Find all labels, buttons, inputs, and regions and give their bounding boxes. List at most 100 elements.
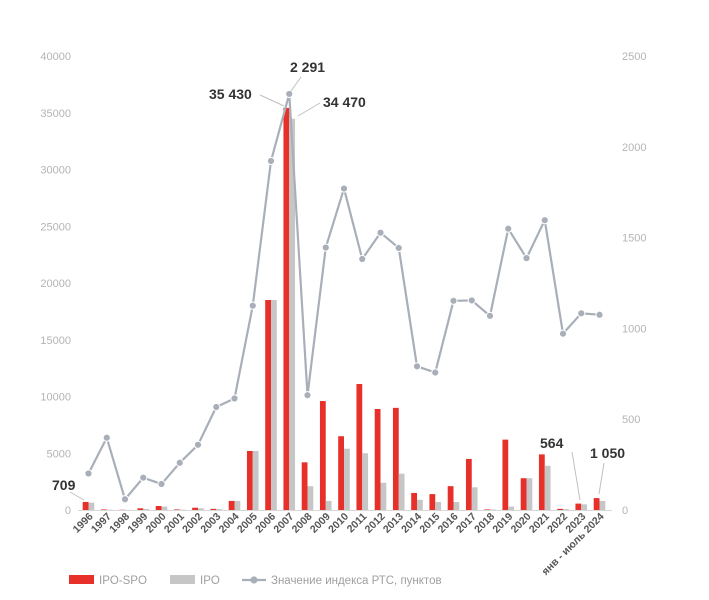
- bar-ipo-spo: [575, 503, 582, 510]
- rts-index-point: [394, 243, 403, 253]
- y2-tick-label: 2500: [622, 51, 646, 63]
- y-tick-label: 40000: [40, 51, 71, 63]
- bar-ipo-spo: [392, 407, 399, 510]
- bar-ipo: [271, 300, 277, 510]
- bar-ipo-spo: [520, 478, 527, 510]
- bar-ipo: [234, 500, 241, 510]
- bar-ipo: [161, 506, 168, 510]
- bar-ipo-spo: [192, 507, 198, 510]
- bar-ipo: [289, 118, 296, 510]
- rts-index-point: [339, 184, 349, 193]
- annotation-leader: [290, 76, 302, 92]
- rts-index-point: [540, 216, 549, 225]
- rts-index-point: [431, 368, 440, 377]
- data-label: 35 430: [209, 86, 252, 102]
- bar-ipo-spo: [173, 509, 180, 510]
- bar-ipo-spo: [356, 384, 363, 510]
- legend-label: IPO-SPO: [99, 575, 147, 587]
- bar-ipo: [344, 448, 350, 510]
- rts-index-point: [157, 479, 166, 489]
- rts-index-point: [102, 433, 111, 442]
- bar-ipo: [307, 486, 314, 510]
- bar-ipo-spo: [265, 300, 271, 510]
- bar-ipo-spo: [155, 506, 162, 510]
- bar-ipo: [198, 508, 204, 510]
- annotation-leader: [259, 94, 285, 107]
- annotation-leader: [571, 451, 581, 501]
- annotation-leader: [598, 462, 605, 495]
- y2-tick-label: 2000: [622, 142, 646, 154]
- bar-ipo: [325, 500, 332, 510]
- rts-index-point: [321, 243, 330, 252]
- bar-ipo-spo: [429, 494, 436, 510]
- rts-index-point: [412, 362, 422, 371]
- y-tick-label: 10000: [40, 392, 71, 404]
- bar-ipo-spo: [447, 486, 454, 510]
- rts-index-point: [358, 254, 367, 264]
- legend-label: Значение индекса РТС, пунктов: [271, 575, 442, 587]
- data-label: 1 050: [590, 445, 625, 461]
- rts-index-point: [376, 228, 385, 237]
- bar-ipo-spo: [319, 401, 326, 510]
- rts-index-point: [303, 391, 312, 400]
- data-label: 709: [52, 477, 76, 493]
- bar-ipo: [435, 502, 442, 510]
- rts-index-point: [175, 458, 184, 467]
- y2-tick-label: 0: [622, 505, 628, 517]
- rts-index-point: [120, 495, 130, 504]
- bar-ipo-spo: [411, 492, 417, 510]
- bar-ipo-spo: [374, 408, 381, 510]
- data-label: 564: [540, 435, 564, 451]
- bar-ipo: [398, 473, 405, 510]
- rts-index-point: [248, 301, 257, 310]
- bar-ipo-spo: [246, 450, 253, 510]
- rts-index-point: [84, 469, 93, 478]
- bar-ipo-spo: [210, 508, 217, 510]
- bar-ipo-spo: [538, 454, 545, 510]
- bar-ipo: [563, 509, 569, 510]
- bar-ipo: [380, 482, 387, 510]
- bar-ipo: [362, 453, 369, 510]
- legend-swatch-rts-point: [250, 576, 258, 584]
- rts-index-point: [467, 296, 476, 305]
- bar-ipo-spo: [502, 439, 509, 510]
- bar-ipo: [252, 450, 259, 510]
- bar-ipo-spo: [100, 509, 107, 510]
- rts-index-point: [285, 89, 294, 99]
- bar-ipo-spo: [137, 508, 144, 510]
- bar-ipo-spo: [593, 498, 600, 510]
- rts-index-point: [266, 156, 276, 166]
- bar-ipo: [490, 509, 496, 510]
- rts-index-point: [449, 296, 458, 305]
- y-tick-label: 20000: [40, 278, 71, 290]
- data-label: 2 291: [290, 59, 325, 75]
- bar-ipo: [526, 478, 533, 510]
- bar-ipo: [581, 504, 588, 510]
- rts-index-point: [230, 394, 239, 403]
- bar-ipo-spo: [465, 458, 472, 510]
- y-tick-label: 0: [65, 505, 71, 517]
- bar-ipo-spo: [338, 436, 344, 510]
- legend-label: IPO: [200, 575, 220, 587]
- rts-index-point: [504, 224, 513, 233]
- bar-ipo-spo: [283, 107, 290, 510]
- y2-tick-label: 1000: [622, 323, 646, 335]
- legend-swatch-ipo-spo: [69, 575, 94, 584]
- bar-ipo: [88, 502, 95, 510]
- data-label: 34 470: [323, 94, 366, 110]
- bar-ipo: [453, 502, 460, 510]
- y-tick-label: 15000: [40, 335, 71, 347]
- rts-index-point: [139, 473, 148, 482]
- bar-ipo-spo: [301, 462, 308, 510]
- bar-ipo: [471, 487, 478, 510]
- y2-tick-label: 1500: [622, 233, 646, 245]
- rts-index-point: [577, 309, 586, 318]
- bar-ipo: [216, 509, 223, 510]
- rts-index-point: [558, 329, 568, 338]
- bar-ipo: [417, 499, 423, 510]
- legend-swatch-ipo: [170, 575, 195, 584]
- y2-tick-label: 500: [622, 414, 640, 426]
- rts-index-point: [595, 310, 604, 319]
- bar-ipo: [544, 465, 551, 510]
